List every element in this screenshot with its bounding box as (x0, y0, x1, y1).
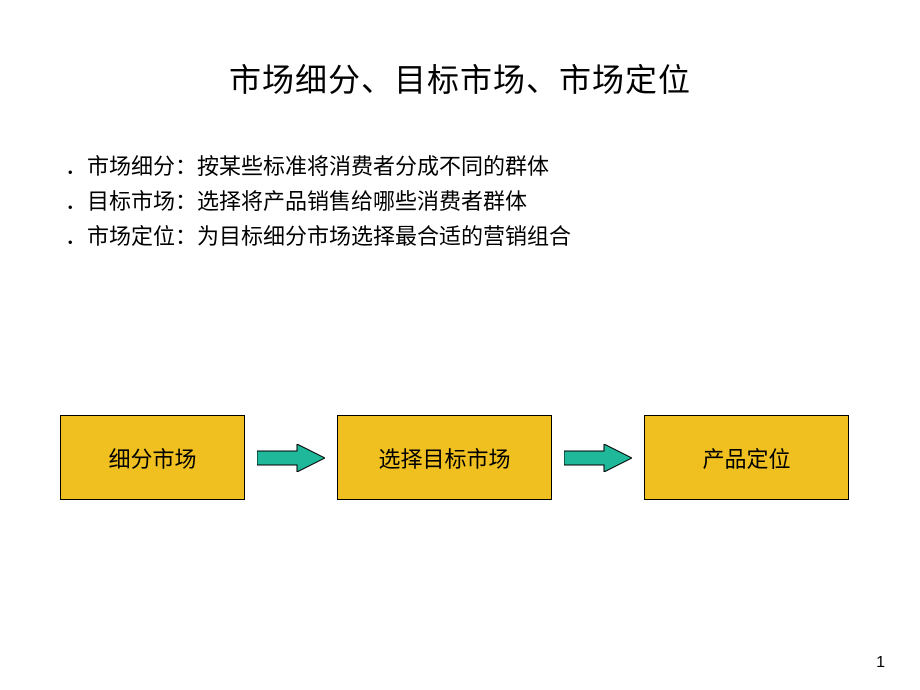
flowchart-node: 产品定位 (644, 415, 849, 500)
bullet-item: ．目标市场：选择将产品销售给哪些消费者群体 (65, 185, 571, 218)
bullet-item: ．市场定位：为目标细分市场选择最合适的营销组合 (65, 220, 571, 253)
arrow-icon (257, 444, 325, 472)
arrow-shape (257, 444, 325, 472)
page-number: 1 (876, 654, 885, 672)
arrow-icon (564, 444, 632, 472)
arrow-shape (564, 444, 632, 472)
bullet-list: ．市场细分：按某些标准将消费者分成不同的群体 ．目标市场：选择将产品销售给哪些消… (65, 150, 571, 255)
page-title: 市场细分、目标市场、市场定位 (0, 55, 920, 101)
arrow-svg (564, 444, 632, 472)
flowchart-node: 选择目标市场 (337, 415, 552, 500)
flowchart-diagram: 细分市场 选择目标市场 产品定位 (60, 415, 849, 500)
bullet-item: ．市场细分：按某些标准将消费者分成不同的群体 (65, 150, 571, 183)
flowchart-node: 细分市场 (60, 415, 245, 500)
arrow-svg (257, 444, 325, 472)
